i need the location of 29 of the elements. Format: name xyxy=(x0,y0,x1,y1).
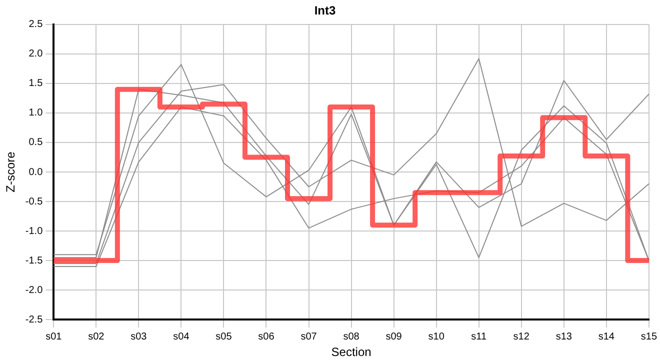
y-tick-label: 0.0 xyxy=(28,166,44,178)
x-tick-label: s10 xyxy=(428,331,445,342)
x-tick-label: s15 xyxy=(640,331,658,342)
y-tick-label: 1.5 xyxy=(28,78,44,90)
chart-title: Int3 xyxy=(314,4,336,18)
x-axis-title: Section xyxy=(331,345,372,360)
y-axis-title: Z-score xyxy=(4,151,18,192)
x-tick-label: s14 xyxy=(598,331,615,342)
x-tick-label: s13 xyxy=(556,331,572,342)
x-tick-label: s04 xyxy=(173,331,190,342)
x-tick-label: s09 xyxy=(386,331,402,342)
x-tick-label: s03 xyxy=(130,331,148,342)
x-tick-label: s12 xyxy=(513,331,530,342)
y-tick-label: 0.5 xyxy=(28,137,44,148)
y-tick-label: -2.5 xyxy=(25,314,44,326)
x-tick-label: s05 xyxy=(216,331,232,342)
x-tick-label: s11 xyxy=(471,331,487,342)
x-tick-label: s08 xyxy=(343,331,360,342)
y-tick-label: -1.0 xyxy=(25,226,44,237)
y-tick-label: -2.0 xyxy=(25,284,44,296)
y-tick-label: 2.0 xyxy=(28,48,44,60)
x-tick-label: s02 xyxy=(88,331,105,342)
y-tick-label: -0.5 xyxy=(25,196,44,208)
x-tick-label: s06 xyxy=(258,331,275,342)
y-tick-label: 2.5 xyxy=(28,19,44,30)
y-tick-label: -1.5 xyxy=(25,255,44,266)
y-tick-label: 1.0 xyxy=(28,108,44,119)
x-tick-label: s01 xyxy=(46,331,62,342)
x-tick-label: s07 xyxy=(300,331,318,342)
